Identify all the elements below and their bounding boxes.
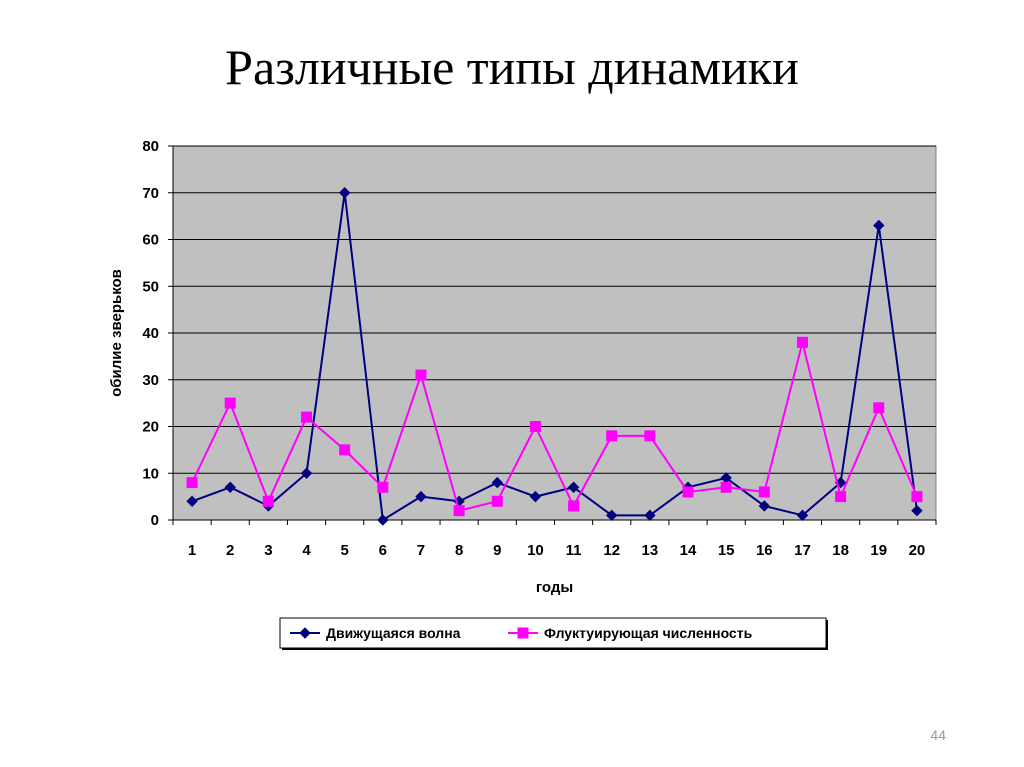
x-tick-label: 17 [794, 542, 811, 559]
data-point-fluctuating [491, 495, 503, 507]
legend-label-moving-wave: Движущаяся волна [326, 625, 461, 641]
x-tick-label: 15 [718, 542, 735, 559]
data-point-fluctuating [224, 397, 236, 409]
series-fluctuating [186, 336, 923, 517]
x-tick-label: 8 [455, 542, 463, 559]
data-point-moving-wave [567, 481, 580, 493]
data-point-fluctuating [262, 495, 274, 507]
y-tick-label: 80 [142, 138, 159, 155]
data-point-moving-wave [377, 514, 389, 526]
data-point-moving-wave [873, 219, 885, 232]
data-point-moving-wave [338, 187, 351, 199]
axes [168, 145, 937, 525]
x-tick-label: 10 [527, 542, 544, 559]
data-point-fluctuating [377, 481, 389, 493]
data-point-moving-wave [758, 500, 771, 512]
x-tick-label: 7 [417, 542, 425, 559]
grid-lines [173, 145, 936, 474]
legend-label-fluctuating: Флуктуирующая численность [544, 625, 753, 641]
y-tick-label: 20 [142, 419, 159, 436]
page-number: 44 [930, 727, 946, 743]
y-tick-label: 30 [142, 372, 159, 389]
x-tick-label: 19 [870, 542, 887, 559]
legend-marker-moving-wave [299, 627, 311, 639]
data-point-moving-wave [224, 481, 236, 493]
data-point-fluctuating [911, 491, 923, 503]
data-point-fluctuating [796, 336, 808, 348]
data-point-moving-wave [644, 509, 656, 522]
data-point-fluctuating [453, 505, 465, 517]
data-point-moving-wave [186, 495, 198, 508]
data-point-fluctuating [720, 481, 732, 493]
y-tick-label: 50 [142, 278, 159, 295]
x-tick-label: 13 [642, 542, 659, 559]
slide-title: Различные типы динамики [225, 39, 799, 95]
y-tick-label: 10 [142, 465, 159, 482]
data-point-fluctuating [758, 486, 770, 498]
data-point-moving-wave [606, 509, 618, 522]
legend-marker-fluctuating [517, 627, 529, 639]
data-point-fluctuating [568, 500, 580, 512]
series-layer [186, 187, 923, 526]
data-point-fluctuating [606, 430, 618, 442]
data-point-moving-wave [415, 490, 427, 503]
y-tick-labels: 0 10 20 30 40 50 60 70 80 [142, 138, 159, 529]
data-point-fluctuating [835, 491, 847, 503]
x-tick-label: 20 [909, 542, 926, 559]
data-point-moving-wave [796, 509, 809, 522]
x-tick-label: 2 [226, 542, 234, 559]
data-point-fluctuating [186, 477, 198, 489]
data-point-fluctuating [415, 369, 427, 381]
x-tick-label: 11 [566, 542, 582, 559]
x-tick-label: 9 [493, 542, 501, 559]
x-tick-label: 6 [379, 542, 387, 559]
x-tick-label: 16 [756, 542, 773, 559]
y-tick-label: 70 [142, 185, 159, 202]
x-tick-label: 4 [302, 542, 311, 559]
data-point-fluctuating [301, 411, 313, 423]
x-tick-label: 1 [188, 542, 196, 559]
x-tick-labels: 1 2 3 4 5 6 7 8 9 10 11 12 13 14 15 16 17 18 19 20 [188, 542, 925, 559]
data-point-fluctuating [529, 421, 541, 432]
series-line-fluctuating [191, 341, 918, 512]
data-point-moving-wave [911, 504, 923, 517]
x-tick-label: 5 [341, 542, 349, 559]
legend-box [279, 617, 827, 649]
x-tick-label: 12 [603, 542, 620, 559]
data-point-fluctuating [339, 444, 351, 456]
legend: Движущаяся волна Флуктуирующая численност… [279, 617, 828, 650]
y-tick-label: 40 [142, 325, 159, 342]
x-tick-label: 3 [264, 542, 272, 559]
y-tick-label: 0 [151, 512, 159, 529]
x-tick-label: 14 [680, 542, 697, 559]
data-point-moving-wave [529, 490, 542, 503]
data-point-moving-wave [300, 467, 313, 479]
x-axis-label: годы [536, 579, 573, 596]
y-tick-label: 60 [142, 232, 159, 249]
data-point-moving-wave [491, 476, 503, 489]
x-tick-label: 18 [832, 542, 849, 559]
data-point-fluctuating [644, 430, 656, 442]
data-point-fluctuating [682, 486, 694, 498]
data-point-fluctuating [873, 402, 885, 414]
y-axis-label: обилие зверьков [108, 269, 125, 397]
series-line-moving-wave [191, 191, 918, 521]
